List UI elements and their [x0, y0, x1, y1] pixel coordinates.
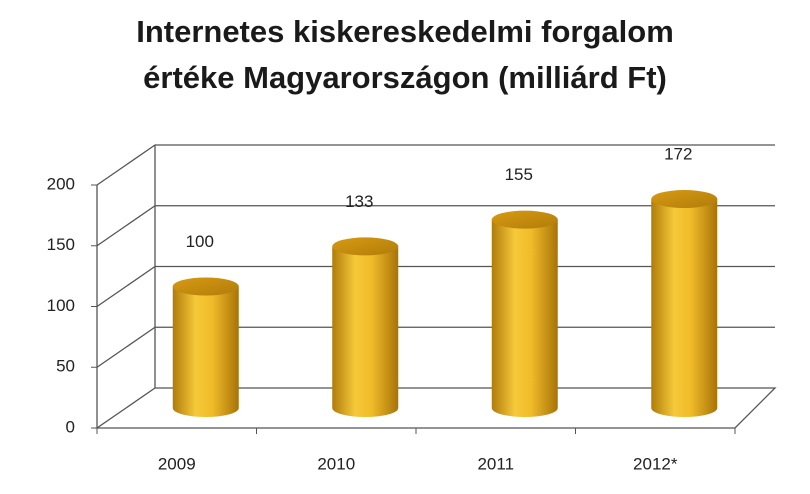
chart-title: Internetes kiskereskedelmi forgalom — [136, 14, 674, 49]
bar-top — [172, 277, 239, 296]
floor — [94, 387, 777, 429]
x-tick-label: 2011 — [477, 454, 514, 473]
grid-line — [96, 326, 775, 368]
x-tick-label: 2009 — [158, 454, 196, 473]
y-tick-label: 150 — [47, 235, 75, 254]
value-label: 100 — [186, 232, 214, 251]
bar — [172, 286, 239, 417]
y-tick-label: 200 — [47, 174, 75, 193]
bar-top — [332, 237, 399, 256]
y-tick-label: 50 — [56, 357, 75, 376]
bar — [332, 246, 399, 417]
grid-line — [96, 205, 775, 247]
bar — [491, 219, 558, 417]
x-tick-label: 2010 — [317, 454, 355, 473]
value-label: 172 — [664, 145, 692, 164]
value-label: 133 — [345, 192, 373, 211]
chart-title: értéke Magyarországon (milliárd Ft) — [143, 60, 667, 95]
grid-line — [96, 144, 775, 186]
value-label: 155 — [505, 165, 533, 184]
bar-top — [491, 210, 558, 229]
y-tick-label: 0 — [66, 417, 75, 436]
bar — [651, 199, 718, 417]
y-tick-label: 100 — [47, 296, 75, 315]
x-tick-label: 2012* — [633, 454, 678, 473]
grid-line — [96, 265, 775, 308]
bar-top — [651, 190, 718, 209]
